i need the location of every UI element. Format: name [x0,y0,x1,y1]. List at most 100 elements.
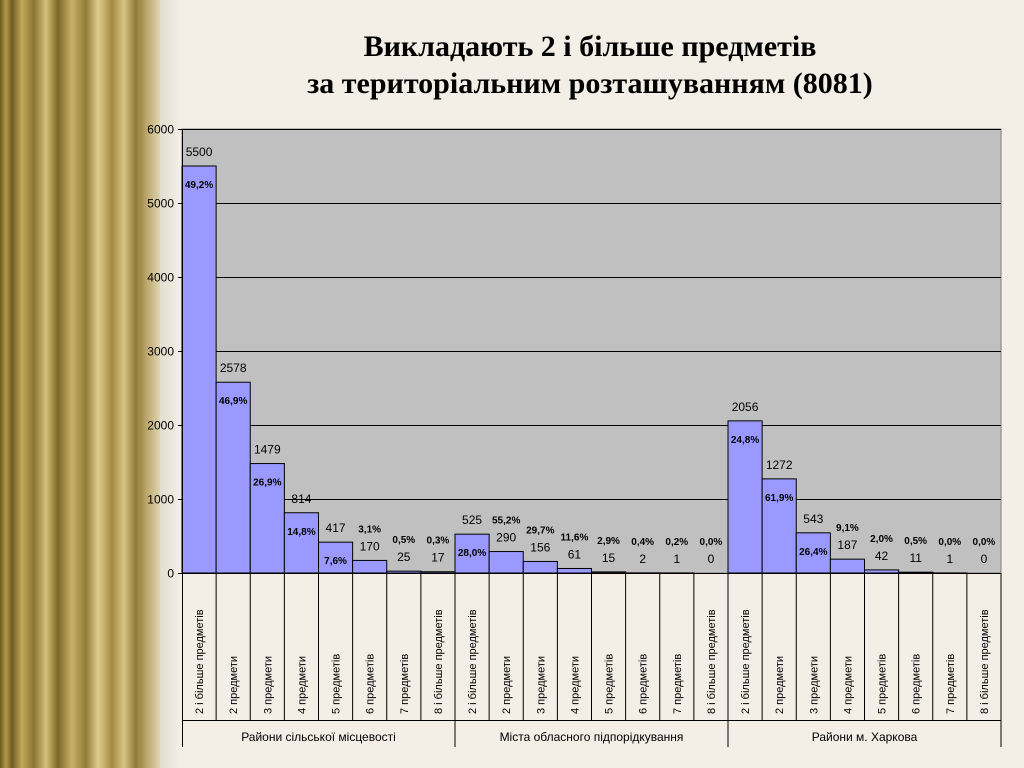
data-label: 1 [673,552,680,566]
percent-label: 61,9% [765,493,793,504]
percent-label: 14,8% [287,527,315,538]
x-tick-label: 6 предметів [911,654,923,714]
y-tick-label: 5000 [147,197,174,211]
decorative-gold-band [0,0,160,768]
x-tick-label: 8 і більше предметів [433,609,445,714]
chart-title: Викладають 2 і більше предметів за терит… [180,28,1000,102]
x-tick-label: 6 предметів [638,654,650,714]
percent-label: 29,7% [526,525,554,536]
percent-label: 3,1% [358,524,381,535]
data-label: 156 [530,540,550,554]
percent-label: 46,9% [219,396,247,407]
data-label: 1 [946,552,953,566]
x-tick-label: 7 предметів [945,654,957,714]
data-label: 25 [397,550,411,564]
percent-label: 2,0% [870,534,893,545]
percent-label: 0,4% [631,537,654,548]
percent-label: 55,2% [492,516,520,527]
y-tick-label: 4000 [147,271,174,285]
bar [761,478,797,574]
bar [283,512,319,574]
data-label: 2056 [732,400,759,414]
data-label: 61 [568,547,582,561]
percent-label: 28,0% [458,548,486,559]
x-tick-label: 2 і більше предметів [467,609,479,714]
percent-label: 0,3% [427,536,450,547]
group-label: Райони сільської місцевості [241,730,396,744]
bar [352,559,388,574]
x-tick-label: 2 предмети [774,656,786,714]
data-label: 15 [602,551,616,565]
x-tick-label: 5 предметів [331,654,343,714]
bar [591,571,627,574]
x-tick-label: 5 предметів [604,654,616,714]
x-tick-label: 6 предметів [365,654,377,714]
y-tick-label: 0 [167,567,174,581]
x-tick-label: 8 і більше предметів [979,609,991,714]
decorative-band-shadow [140,0,180,768]
bar [795,532,831,574]
data-label: 2 [639,552,646,566]
percent-label: 49,2% [185,180,213,191]
data-label: 417 [326,521,346,535]
percent-label: 11,6% [561,532,589,543]
data-label: 290 [496,531,516,545]
chart-title-line-2: за територіальним розташуванням (8081) [307,67,873,100]
x-tick-label: 4 предмети [569,656,581,714]
data-label: 187 [837,538,857,552]
x-tick-label: 3 предмети [535,656,547,714]
bar [420,571,456,574]
percent-label: 2,9% [597,536,620,547]
data-label: 1479 [254,443,281,457]
y-tick-label: 2000 [147,419,174,433]
x-tick-label: 2 і більше предметів [194,609,206,714]
data-label: 1272 [766,458,793,472]
y-tick-label: 3000 [147,345,174,359]
percent-label: 26,4% [799,547,827,558]
data-label: 0 [708,552,715,566]
data-label: 0 [981,552,988,566]
percent-label: 24,8% [731,435,759,446]
x-tick-label: 7 предметів [399,654,411,714]
data-label: 5500 [186,145,213,159]
bar [181,165,217,574]
x-tick-label: 2 предмети [501,656,513,714]
data-label: 17 [431,551,445,565]
percent-label: 0,0% [700,537,723,548]
percent-label: 0,5% [392,535,415,546]
x-tick-label: 4 предмети [842,656,854,714]
data-label: 42 [875,549,889,563]
percent-label: 0,5% [904,536,927,547]
y-tick-label: 6000 [147,123,174,137]
x-tick-label: 2 і більше предметів [740,609,752,714]
bar [386,570,422,574]
percent-label: 26,9% [253,478,281,489]
y-tick-label: 1000 [147,493,174,507]
bar [215,381,251,574]
percent-label: 0,0% [938,537,961,548]
x-tick-label: 4 предмети [296,656,308,714]
data-label: 814 [291,492,311,506]
bar [898,571,934,574]
x-tick-label: 3 предмети [808,656,820,714]
percent-label: 0,2% [665,537,688,548]
bar [522,560,558,574]
bar [556,567,592,574]
bar [829,558,865,574]
bar [488,551,524,574]
bar [864,569,900,574]
x-tick-label: 2 предмети [228,656,240,714]
group-label: Райони м. Харкова [812,730,918,744]
x-tick-label: 5 предметів [877,654,889,714]
data-label: 543 [803,512,823,526]
x-tick-label: 8 і більше предметів [706,609,718,714]
data-label: 170 [360,539,380,553]
percent-label: 7,6% [324,556,347,567]
percent-label: 0,0% [973,537,996,548]
bar [727,420,763,574]
chart-title-line-1: Викладають 2 і більше предметів [363,30,817,63]
bar [454,533,490,574]
x-tick-label: 3 предмети [262,656,274,714]
data-label: 2578 [220,361,247,375]
